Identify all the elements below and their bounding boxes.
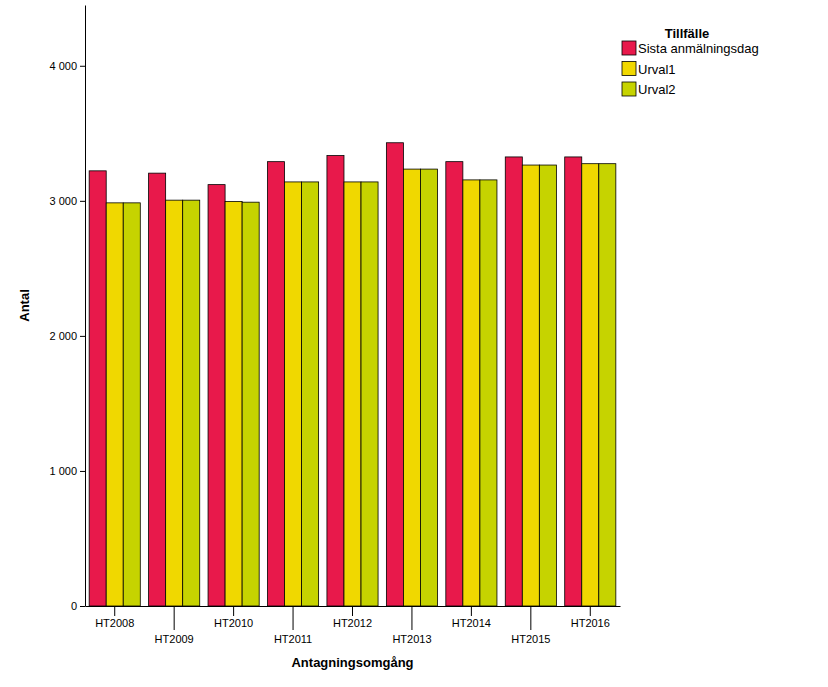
tick-label: HT2015 — [511, 633, 550, 645]
tick-mark — [114, 606, 115, 616]
x-tick: HT2014 — [452, 606, 491, 629]
legend-title: Tillfälle — [665, 26, 710, 41]
bar — [565, 157, 582, 606]
bar — [582, 164, 599, 606]
tick-label: HT2009 — [155, 633, 194, 645]
y-axis: 0 1 000 2 000 3 000 4 000 — [49, 6, 85, 613]
bar — [386, 143, 403, 606]
tick-label: HT2016 — [571, 617, 610, 629]
legend-swatch — [622, 82, 636, 96]
legend-swatch — [622, 41, 636, 55]
tick-label: HT2008 — [95, 617, 134, 629]
bar — [463, 180, 480, 606]
tick-mark — [174, 606, 175, 630]
x-axis-title: Antagningsomgång — [291, 655, 413, 670]
tick-label: 1 000 — [49, 465, 77, 477]
y-tick: 2 000 — [49, 330, 85, 342]
tick-label: HT2012 — [333, 617, 372, 629]
tick-label: 2 000 — [49, 330, 77, 342]
bar — [599, 164, 616, 606]
bar — [106, 203, 123, 606]
tick-mark — [80, 336, 85, 337]
x-tick: HT2012 — [333, 606, 372, 629]
x-tick: HT2008 — [95, 606, 134, 629]
tick-mark — [293, 606, 294, 630]
plot: 01 0002 0003 0004 000HT2008HT2009HT2010H… — [49, 6, 620, 645]
tick-mark — [80, 201, 85, 202]
tick-label: 4 000 — [49, 60, 77, 72]
bar — [225, 202, 242, 606]
y-tick: 1 000 — [49, 465, 85, 477]
chart: 01 0002 0003 0004 000HT2008HT2009HT2010H… — [0, 0, 828, 687]
bar — [242, 202, 259, 606]
bar — [522, 165, 539, 606]
tick-mark — [80, 606, 85, 607]
bar — [123, 203, 140, 606]
tick-label: HT2010 — [214, 617, 253, 629]
bar — [327, 156, 344, 606]
tick-mark — [352, 606, 353, 616]
bar — [446, 162, 463, 606]
tick-mark — [233, 606, 234, 616]
x-tick: HT2011 — [274, 606, 312, 645]
bars — [89, 143, 616, 606]
legend-label: Sista anmälningsdag — [638, 41, 759, 56]
x-tick: HT2013 — [392, 606, 431, 645]
tick-mark — [590, 606, 591, 616]
y-tick: 4 000 — [49, 60, 85, 72]
x-tick: HT2010 — [214, 606, 253, 629]
x-tick: HT2015 — [511, 606, 550, 645]
x-tick: HT2009 — [155, 606, 194, 645]
legend-label: Urval1 — [638, 62, 676, 77]
tick-label: HT2014 — [452, 617, 491, 629]
axis-line — [85, 6, 86, 607]
tick-label: 0 — [71, 600, 77, 612]
bar — [344, 182, 361, 606]
bar — [420, 169, 437, 606]
bar — [166, 200, 183, 606]
tick-label: 3 000 — [49, 195, 77, 207]
tick-mark — [471, 606, 472, 616]
legend-swatch — [622, 62, 636, 76]
bar — [480, 180, 497, 606]
bar — [361, 182, 378, 606]
bar — [302, 182, 319, 606]
tick-mark — [80, 66, 85, 67]
bar — [89, 171, 106, 606]
y-tick: 3 000 — [49, 195, 85, 207]
legend-label: Urval2 — [638, 82, 676, 97]
x-tick: HT2016 — [571, 606, 610, 629]
bar — [149, 173, 166, 606]
tick-label: HT2011 — [274, 633, 312, 645]
bar — [505, 157, 522, 606]
y-tick: 0 — [71, 600, 85, 612]
bar — [285, 182, 302, 606]
tick-mark — [80, 471, 85, 472]
bar — [539, 165, 556, 606]
bar — [183, 200, 200, 606]
tick-label: HT2013 — [392, 633, 431, 645]
tick-mark — [411, 606, 412, 630]
x-axis: HT2008 HT2009 HT2010 HT2011 HT2012 HT2013 HT20… — [86, 606, 621, 645]
y-axis-title: Antal — [17, 289, 32, 322]
bar — [208, 185, 225, 606]
tick-mark — [530, 606, 531, 630]
bar — [267, 162, 284, 606]
legend: TillfälleSista anmälningsdag Urval1 Urval2 — [622, 26, 759, 97]
bar — [403, 169, 420, 606]
